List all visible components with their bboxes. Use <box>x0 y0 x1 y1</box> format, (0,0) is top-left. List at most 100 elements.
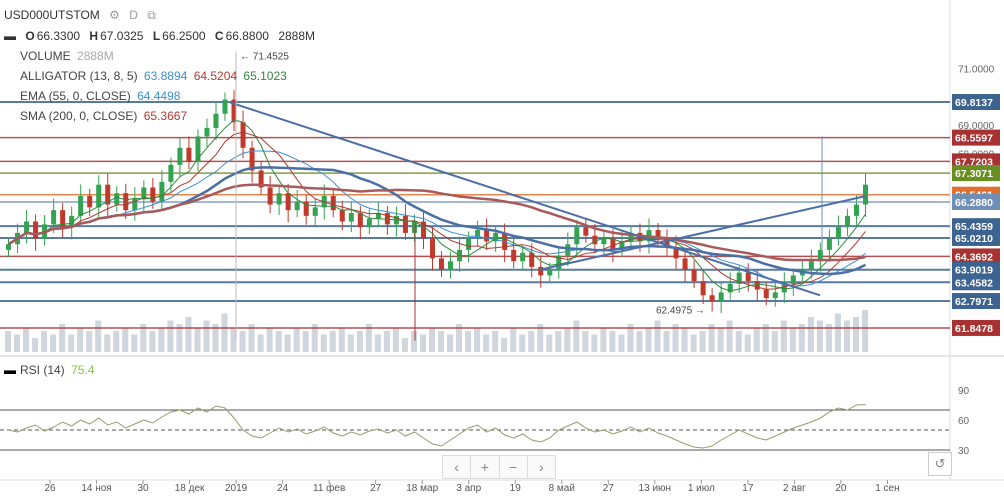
high-value: 67.0325 <box>100 29 144 43</box>
scroll-right-button[interactable]: › <box>539 459 544 475</box>
volume-bar <box>383 331 390 352</box>
alligator-lips-line <box>8 119 866 292</box>
price-label-8: 64.3692 <box>955 251 993 263</box>
candle-body <box>727 283 733 293</box>
candle-body <box>439 258 445 270</box>
volume-bar <box>681 327 688 352</box>
volume-legend[interactable]: VOLUME 2888M <box>20 49 117 63</box>
x-tick-1: 14 ноя <box>81 483 111 494</box>
candle-body <box>709 295 715 301</box>
trend-line-up <box>539 195 867 271</box>
volume-bar <box>708 324 715 352</box>
volume-bar <box>483 334 490 352</box>
ema-legend[interactable]: EMA (55, 0, CLOSE) 64.4498 <box>20 89 183 103</box>
candle-body <box>267 187 273 205</box>
candle-body <box>312 207 318 216</box>
low-annotation: 62.4975 → <box>656 305 705 316</box>
rsi-value: 75.4 <box>71 363 95 377</box>
volume-bar <box>338 327 345 352</box>
candle-body <box>736 272 742 284</box>
candle-body <box>682 258 688 270</box>
x-tick-15: 17 <box>742 483 754 494</box>
volume-bar <box>564 327 571 352</box>
volume-bar <box>428 327 435 352</box>
candle-body <box>538 266 544 276</box>
x-tick-9: 3 апр <box>456 483 481 494</box>
alligator-jaw-line <box>8 150 866 287</box>
sma-name: SMA (200, 0, CLOSE) <box>20 109 138 123</box>
candle-body <box>213 113 219 128</box>
volume-bar <box>438 331 445 352</box>
candle-body <box>754 281 760 290</box>
x-tick-18: 1 сен <box>875 483 899 494</box>
candle-body <box>853 204 859 216</box>
volume-bar <box>5 331 12 352</box>
candle-body <box>466 238 472 250</box>
sma-legend[interactable]: SMA (200, 0, CLOSE) 65.3667 <box>20 109 190 123</box>
candle-body <box>565 244 571 256</box>
price-label-0: 69.8137 <box>955 97 993 109</box>
volume-bar <box>212 324 219 352</box>
x-tick-7: 27 <box>370 483 382 494</box>
volume-bar <box>699 331 706 352</box>
volume-bar <box>131 334 138 352</box>
volume-bar <box>347 334 354 352</box>
candle-body <box>177 147 183 165</box>
volume-bar <box>356 331 363 352</box>
gear-icon[interactable]: ⚙ <box>109 8 120 22</box>
price-tick-1: 69.0000 <box>958 121 995 132</box>
volume-bar <box>672 324 679 352</box>
volume-bar <box>293 327 300 352</box>
candle-body <box>844 215 850 228</box>
volume-bar <box>149 331 156 352</box>
zoom-out-button[interactable]: − <box>500 456 528 478</box>
symbol-name[interactable]: USD000UTSTOM <box>4 8 100 22</box>
scroll-left-button[interactable]: ‹ <box>443 456 472 478</box>
price-label-bg-3 <box>952 165 1000 182</box>
price-label-9: 63.9019 <box>955 265 993 277</box>
rsi-tick-1: 60 <box>958 416 970 427</box>
candle-body <box>258 170 264 188</box>
volume-bar <box>825 324 832 352</box>
candle-body <box>475 230 481 239</box>
volume-bar <box>573 320 580 352</box>
price-label-bg-7 <box>952 229 1000 246</box>
volume-bar <box>789 327 796 352</box>
interval-label[interactable]: D <box>129 8 138 22</box>
volume-bar <box>519 334 526 352</box>
reset-button[interactable]: ↺ <box>928 452 952 476</box>
volume-bar <box>501 338 508 352</box>
candle-body <box>691 269 697 282</box>
x-tick-3: 18 дек <box>175 483 205 494</box>
x-tick-0: 26 <box>44 483 56 494</box>
candle-body <box>60 210 66 228</box>
candle-body <box>484 230 490 242</box>
rsi-tick-0: 90 <box>958 386 970 397</box>
zoom-in-button[interactable]: + <box>471 456 500 478</box>
volume-bar <box>302 331 309 352</box>
volume-bar <box>690 334 697 352</box>
volume-bar <box>419 334 426 352</box>
price-label-bg-12 <box>952 319 1000 336</box>
high-annotation: ← 71.4525 <box>240 52 289 63</box>
high-key: H <box>89 29 99 43</box>
alligator-legend[interactable]: ALLIGATOR (13, 8, 5) 63.8894 64.5204 65.… <box>20 69 290 83</box>
x-tick-8: 18 мар <box>406 483 438 494</box>
volume-bar <box>68 334 75 352</box>
volume-bar <box>528 331 535 352</box>
volume-bar <box>122 327 129 352</box>
window-icon[interactable]: ⧉ <box>147 8 156 22</box>
volume-bar <box>320 334 327 352</box>
close-key: C <box>214 29 224 43</box>
volume-bar <box>230 327 237 352</box>
rsi-legend[interactable]: RSI (14) 75.4 <box>20 363 97 377</box>
menu-icon[interactable]: ▬ <box>4 29 16 43</box>
volume-bar <box>176 324 183 352</box>
low-key: L <box>152 29 161 43</box>
x-tick-4: 2019 <box>225 483 248 494</box>
candle-body <box>520 252 526 262</box>
volume-bar <box>104 334 111 352</box>
alligator-value-2: 64.5204 <box>193 69 238 83</box>
volume-bar <box>248 324 255 352</box>
